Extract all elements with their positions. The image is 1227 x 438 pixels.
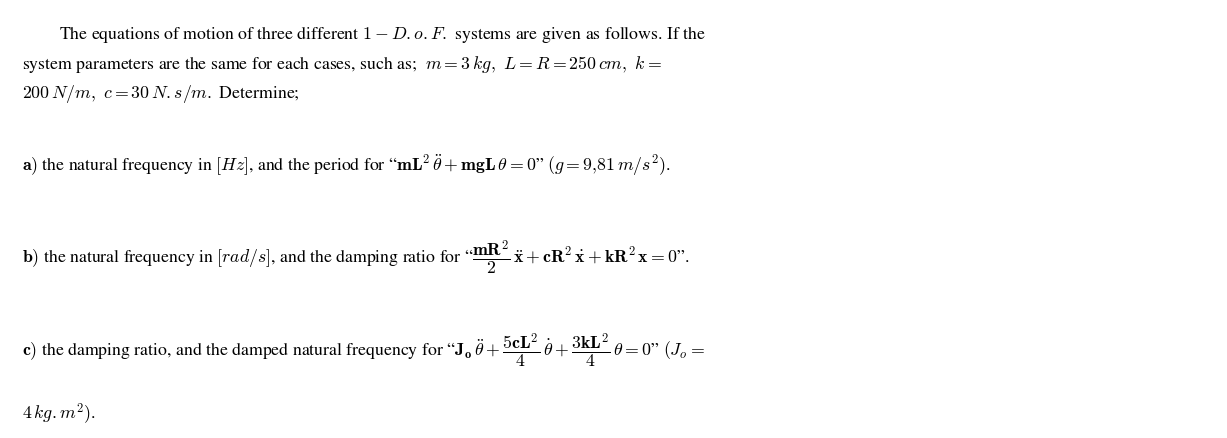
Text: $200\,N/m,\ c = 30\,N.s/m.$ Determine;: $200\,N/m,\ c = 30\,N.s/m.$ Determine; (22, 83, 299, 105)
Text: The equations of motion of three different $1 - D.o.F.$ systems are given as fol: The equations of motion of three differe… (59, 24, 706, 45)
Text: $4\,kg.m^2)$.: $4\,kg.m^2)$. (22, 401, 96, 426)
Text: system parameters are the same for each cases, such as;  $m = 3\,kg,\ L = R = 25: system parameters are the same for each … (22, 53, 663, 74)
Text: $\bf{c)}$ the damping ratio, and the damped natural frequency for “$\bf{J_o\,\dd: $\bf{c)}$ the damping ratio, and the dam… (22, 331, 706, 369)
Text: $\bf{a)}$ the natural frequency in $[Hz]$, and the period for “$\bf{mL^2\,\ddot{: $\bf{a)}$ the natural frequency in $[Hz]… (22, 152, 671, 177)
Text: $\bf{b)}$ the natural frequency in $[rad/s]$, and the damping ratio for “$\bf{\d: $\bf{b)}$ the natural frequency in $[rad… (22, 239, 690, 277)
